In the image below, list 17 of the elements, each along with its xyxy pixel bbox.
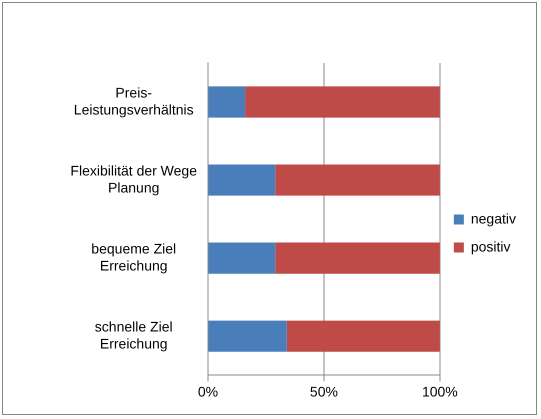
y-tick-label: bequeme Ziel Erreichung [91, 240, 176, 274]
bar [208, 242, 276, 274]
bar [286, 320, 440, 352]
bar [275, 164, 440, 196]
x-tick-label: 0% [198, 383, 218, 400]
y-tick-label: Preis-Leistungsverhältnis [74, 84, 194, 118]
y-tick-label: schnelle Ziel Erreichung [94, 318, 173, 352]
bar [275, 242, 440, 274]
bar [245, 86, 440, 118]
x-tick-label: 100% [422, 383, 458, 400]
legend-label: negativ [470, 210, 516, 226]
bar [208, 164, 276, 196]
legend-label: positiv [470, 238, 511, 254]
y-tick-label: Flexibilität der Wege Planung [70, 162, 198, 196]
bar [208, 320, 287, 352]
bar [208, 86, 246, 118]
x-tick-label: 50% [310, 383, 338, 400]
